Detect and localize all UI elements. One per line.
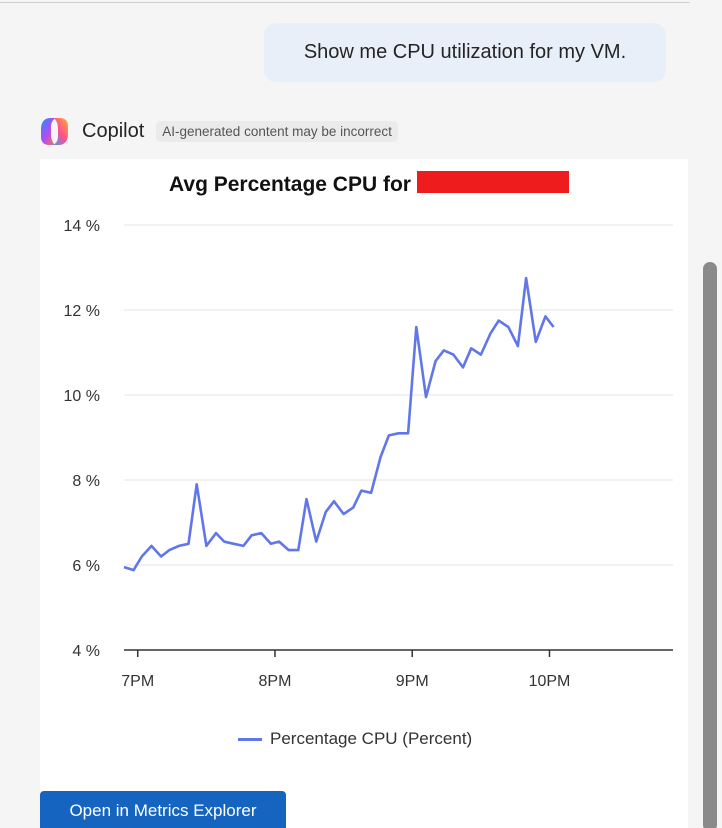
y-tick-label: 12 % [64,303,100,320]
scrollbar-thumb[interactable] [703,262,717,828]
chart-title-text: Avg Percentage CPU for [169,173,411,196]
copilot-response-header: Copilot AI-generated content may be inco… [38,114,398,148]
chart-series [123,276,555,572]
redaction-block [417,171,569,193]
open-metrics-explorer-button[interactable]: Open in Metrics Explorer [40,791,286,828]
legend-label: Percentage CPU (Percent) [270,729,473,748]
x-tick-label: 7PM [121,673,154,690]
x-axis-ticks: 7PM 8PM 9PM 10PM [121,650,570,690]
x-tick-label: 9PM [396,673,429,690]
user-message-bubble: Show me CPU utilization for my VM. [264,23,666,82]
top-divider [0,2,690,3]
copilot-name: Copilot [82,119,145,142]
ai-disclaimer-badge: AI-generated content may be incorrect [156,120,398,142]
y-tick-label: 4 % [72,643,100,660]
y-tick-label: 14 % [64,218,100,235]
y-tick-label: 6 % [72,558,100,575]
y-tick-label: 8 % [72,473,100,490]
legend-swatch [238,737,262,741]
y-tick-label: 10 % [64,388,100,405]
user-message-text: Show me CPU utilization for my VM. [303,41,627,63]
chart-card: Avg Percentage CPU for 4 % 6 % 8 % 10 % 12 %… [40,159,688,828]
chart-legend: Percentage CPU (Percent) [238,729,472,749]
y-axis-ticks: 4 % 6 % 8 % 10 % 12 % 14 % [64,218,100,660]
copilot-logo-icon [41,117,68,145]
x-tick-label: 10PM [529,673,571,690]
series-line-percentage-cpu [123,276,555,572]
cpu-line-chart: 4 % 6 % 8 % 10 % 12 % 14 % 7PM 8PM 9PM 10PM [64,218,673,690]
x-tick-label: 8PM [259,673,292,690]
chart-gridlines [124,224,673,566]
